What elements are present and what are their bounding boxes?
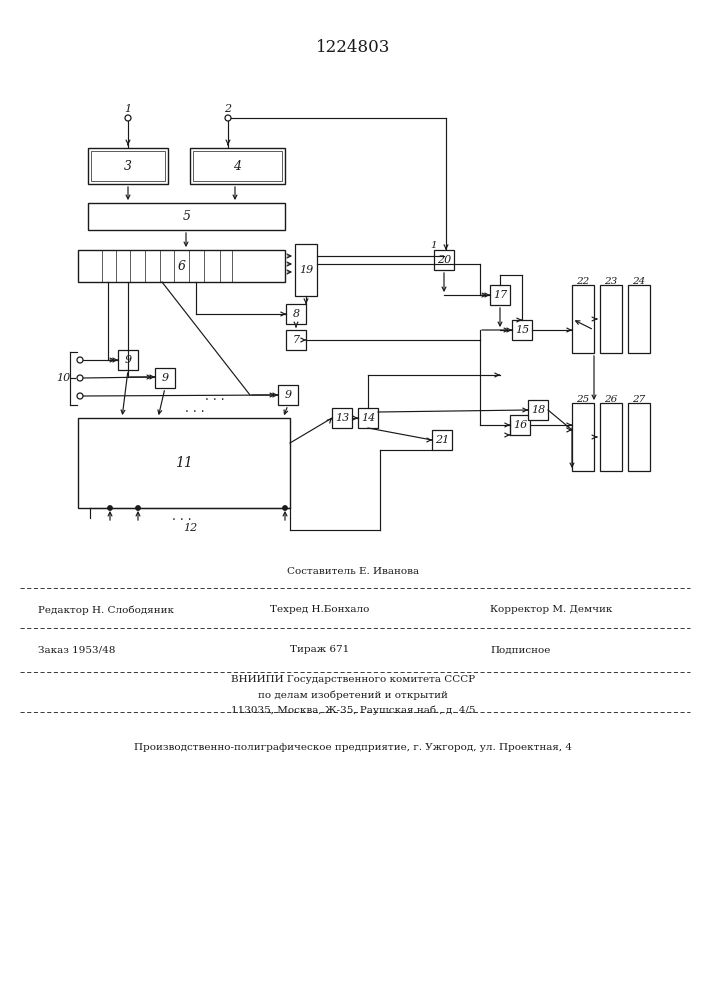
Text: Редактор Н. Слободяник: Редактор Н. Слободяник	[38, 605, 174, 615]
Text: 8: 8	[293, 309, 300, 319]
Text: Составитель Е. Иванова: Составитель Е. Иванова	[287, 568, 419, 576]
Text: Подписное: Подписное	[490, 646, 550, 654]
Bar	[358, 408, 378, 428]
Text: 11: 11	[175, 456, 193, 470]
Circle shape	[77, 375, 83, 381]
Text: . . .: . . .	[185, 401, 205, 414]
Text: 12: 12	[183, 523, 197, 533]
Text: 13: 13	[335, 413, 349, 423]
Bar	[88, 203, 285, 230]
Text: 113035, Москва, Ж-35, Раушская наб., д. 4/5: 113035, Москва, Ж-35, Раушская наб., д. …	[230, 705, 475, 715]
Text: ВНИИПИ Государственного комитета СССР: ВНИИПИ Государственного комитета СССР	[231, 676, 475, 684]
Text: 4: 4	[233, 159, 242, 172]
Text: 17: 17	[493, 290, 507, 300]
Text: 24: 24	[632, 276, 645, 286]
Bar	[572, 285, 594, 353]
Text: . . .: . . .	[205, 389, 225, 402]
Bar	[512, 320, 532, 340]
Text: 5: 5	[182, 210, 190, 223]
Bar	[432, 430, 452, 450]
Bar	[286, 304, 306, 324]
Text: 20: 20	[437, 255, 451, 265]
Bar	[295, 244, 317, 296]
Circle shape	[283, 506, 287, 510]
Text: 21: 21	[435, 435, 449, 445]
Text: 7: 7	[293, 335, 300, 345]
Bar	[91, 151, 165, 181]
Bar	[78, 418, 290, 508]
Text: Корректор М. Демчик: Корректор М. Демчик	[490, 605, 612, 614]
Text: 23: 23	[604, 276, 618, 286]
Text: 16: 16	[513, 420, 527, 430]
Circle shape	[225, 115, 231, 121]
Circle shape	[136, 506, 140, 510]
Circle shape	[107, 506, 112, 510]
Text: 9: 9	[284, 390, 291, 400]
Bar	[600, 403, 622, 471]
Text: . . .: . . .	[173, 510, 192, 522]
Text: 9: 9	[124, 355, 132, 365]
Text: 27: 27	[632, 394, 645, 403]
Text: 15: 15	[515, 325, 529, 335]
Bar	[600, 285, 622, 353]
Text: 9: 9	[161, 373, 168, 383]
Bar	[528, 400, 548, 420]
Text: Техред Н.Бонхало: Техред Н.Бонхало	[270, 605, 370, 614]
Text: 2: 2	[224, 104, 232, 114]
Text: Тираж 671: Тираж 671	[291, 646, 350, 654]
Text: 1224803: 1224803	[316, 39, 390, 56]
Bar	[118, 350, 138, 370]
Bar	[490, 285, 510, 305]
Bar	[88, 148, 168, 184]
Text: 18: 18	[531, 405, 545, 415]
Text: 14: 14	[361, 413, 375, 423]
Bar	[332, 408, 352, 428]
Bar	[193, 151, 282, 181]
Bar	[190, 148, 285, 184]
Bar	[628, 403, 650, 471]
Text: 19: 19	[299, 265, 313, 275]
Bar	[78, 250, 285, 282]
Text: 10: 10	[56, 373, 70, 383]
Text: Производственно-полиграфическое предприятие, г. Ужгород, ул. Проектная, 4: Производственно-полиграфическое предприя…	[134, 744, 572, 752]
Text: 3: 3	[124, 159, 132, 172]
Text: 22: 22	[576, 276, 590, 286]
Bar	[628, 285, 650, 353]
Bar	[278, 385, 298, 405]
Circle shape	[125, 115, 131, 121]
Bar	[286, 330, 306, 350]
Text: 1: 1	[431, 241, 438, 250]
Circle shape	[77, 393, 83, 399]
Bar	[434, 250, 454, 270]
Text: по делам изобретений и открытий: по делам изобретений и открытий	[258, 690, 448, 700]
Circle shape	[77, 357, 83, 363]
Text: 25: 25	[576, 394, 590, 403]
Text: Заказ 1953/48: Заказ 1953/48	[38, 646, 115, 654]
Bar	[155, 368, 175, 388]
Text: 6: 6	[177, 259, 185, 272]
Text: 26: 26	[604, 394, 618, 403]
Text: 1: 1	[124, 104, 132, 114]
Bar	[572, 403, 594, 471]
Bar	[510, 415, 530, 435]
